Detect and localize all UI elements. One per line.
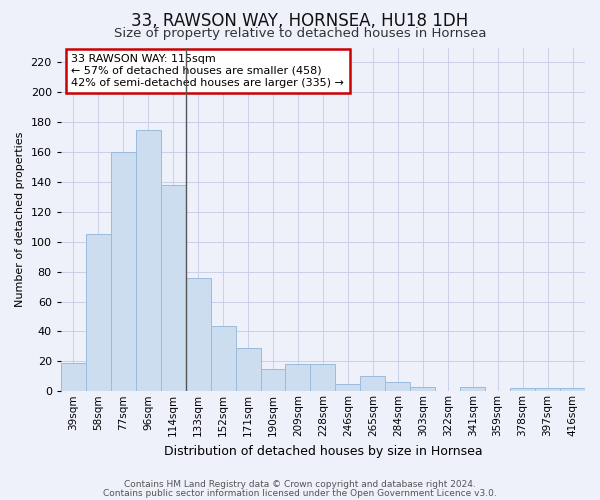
Text: 33, RAWSON WAY, HORNSEA, HU18 1DH: 33, RAWSON WAY, HORNSEA, HU18 1DH: [131, 12, 469, 30]
Text: Contains public sector information licensed under the Open Government Licence v3: Contains public sector information licen…: [103, 489, 497, 498]
Bar: [136, 130, 161, 392]
Bar: [535, 388, 560, 392]
Bar: [361, 376, 385, 392]
Bar: [185, 278, 211, 392]
Bar: [510, 388, 535, 392]
Y-axis label: Number of detached properties: Number of detached properties: [15, 132, 25, 307]
Text: Contains HM Land Registry data © Crown copyright and database right 2024.: Contains HM Land Registry data © Crown c…: [124, 480, 476, 489]
Bar: [211, 326, 236, 392]
Bar: [286, 364, 310, 392]
X-axis label: Distribution of detached houses by size in Hornsea: Distribution of detached houses by size …: [164, 444, 482, 458]
Bar: [410, 387, 435, 392]
Bar: [260, 369, 286, 392]
Bar: [385, 382, 410, 392]
Bar: [335, 384, 361, 392]
Text: Size of property relative to detached houses in Hornsea: Size of property relative to detached ho…: [114, 28, 486, 40]
Bar: [560, 388, 585, 392]
Bar: [61, 363, 86, 392]
Bar: [161, 185, 185, 392]
Bar: [236, 348, 260, 392]
Bar: [86, 234, 111, 392]
Bar: [111, 152, 136, 392]
Bar: [310, 364, 335, 392]
Bar: [460, 387, 485, 392]
Text: 33 RAWSON WAY: 115sqm
← 57% of detached houses are smaller (458)
42% of semi-det: 33 RAWSON WAY: 115sqm ← 57% of detached …: [71, 54, 344, 88]
